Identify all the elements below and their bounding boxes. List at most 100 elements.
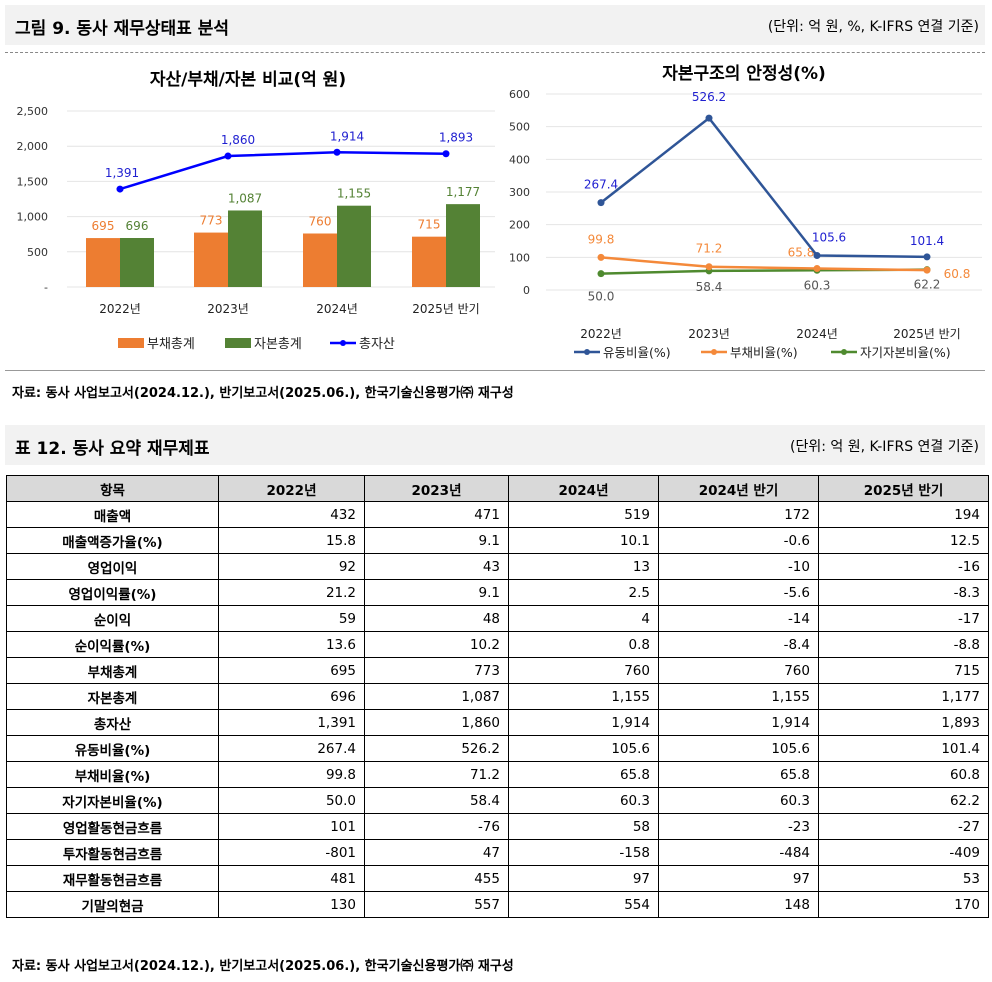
x-tick-label: 2024년 bbox=[796, 327, 838, 341]
table-row: 영업활동현금흐름 101 -76 58 -23 -27 bbox=[6, 813, 989, 840]
table-cell: 170 bbox=[818, 891, 989, 918]
table-row: 자본총계 696 1,087 1,155 1,155 1,177 bbox=[6, 683, 989, 710]
y-tick-label: 200 bbox=[509, 219, 530, 232]
y-tick-label: 400 bbox=[509, 153, 530, 166]
data-label: 99.8 bbox=[588, 232, 615, 246]
table-cell: 15.8 bbox=[218, 527, 365, 554]
table-cell: 105.6 bbox=[658, 735, 819, 762]
column-header: 2022년 bbox=[218, 475, 365, 502]
table-cell: 1,860 bbox=[364, 709, 509, 736]
data-label: 1,391 bbox=[105, 166, 139, 180]
bar-equity bbox=[228, 210, 262, 287]
row-label: 유동비율(%) bbox=[6, 735, 219, 762]
y-tick-label: 500 bbox=[27, 246, 48, 259]
chart-title: 자산/부채/자본 비교(억 원) bbox=[150, 70, 346, 90]
table-row: 기말의현금 130 557 554 148 170 bbox=[6, 891, 989, 918]
table-cell: 10.2 bbox=[364, 631, 509, 658]
row-label: 영업이익률(%) bbox=[6, 579, 219, 606]
row-label: 자본총계 bbox=[6, 683, 219, 710]
table-cell: 519 bbox=[508, 501, 659, 528]
data-label: 760 bbox=[309, 214, 332, 228]
data-label: 1,914 bbox=[330, 129, 364, 143]
y-tick-label: 2,000 bbox=[17, 140, 49, 153]
table-cell: 21.2 bbox=[218, 579, 365, 606]
table-cell: -17 bbox=[818, 605, 989, 632]
y-tick-label: 1,500 bbox=[17, 175, 49, 188]
table-cell: 92 bbox=[218, 553, 365, 580]
table-cell: 455 bbox=[364, 865, 509, 892]
table-cell: 62.2 bbox=[818, 787, 989, 814]
column-header: 2024년 bbox=[508, 475, 659, 502]
table-cell: 172 bbox=[658, 501, 819, 528]
row-label: 매출액 bbox=[6, 501, 219, 528]
row-label: 자기자본비율(%) bbox=[6, 787, 219, 814]
data-label: 1,860 bbox=[221, 133, 255, 147]
table-cell: 481 bbox=[218, 865, 365, 892]
table-cell: -158 bbox=[508, 839, 659, 866]
table-cell: 2.5 bbox=[508, 579, 659, 606]
row-label: 매출액증가율(%) bbox=[6, 527, 219, 554]
table-cell: 58.4 bbox=[364, 787, 509, 814]
table-row: 총자산 1,391 1,860 1,914 1,914 1,893 bbox=[6, 709, 989, 736]
table-row: 투자활동현금흐름 -801 47 -158 -484 -409 bbox=[6, 839, 989, 866]
data-point bbox=[597, 270, 605, 278]
series-line bbox=[600, 256, 928, 272]
table-cell: 99.8 bbox=[218, 761, 365, 788]
table-cell: 1,893 bbox=[818, 709, 989, 736]
data-label: 1,177 bbox=[446, 185, 480, 199]
data-point bbox=[224, 152, 232, 160]
table-cell: 1,155 bbox=[508, 683, 659, 710]
bar-liability bbox=[303, 233, 337, 287]
data-point bbox=[705, 263, 713, 271]
row-label: 순이익 bbox=[6, 605, 219, 632]
table-row: 순이익 59 48 4 -14 -17 bbox=[6, 605, 989, 632]
data-point bbox=[923, 266, 931, 274]
data-label: 1,155 bbox=[337, 187, 371, 201]
data-label: 773 bbox=[200, 214, 223, 228]
table-cell: 471 bbox=[364, 501, 509, 528]
data-label: 526.2 bbox=[692, 90, 726, 104]
table-row: 재무활동현금흐름 481 455 97 97 53 bbox=[6, 865, 989, 892]
table-cell: 1,177 bbox=[818, 683, 989, 710]
data-label: 62.2 bbox=[914, 278, 941, 292]
table-cell: 554 bbox=[508, 891, 659, 918]
y-tick-label: 300 bbox=[509, 186, 530, 199]
table-cell: 715 bbox=[818, 657, 989, 684]
row-label: 순이익률(%) bbox=[6, 631, 219, 658]
y-tick-label: 1,000 bbox=[17, 211, 49, 224]
legend-marker bbox=[340, 340, 346, 346]
capital-structure-chart: 자본구조의 안정성(%) 0 100 200 300 400 500 600 2022년 2023… bbox=[509, 64, 982, 360]
table-cell: -8.4 bbox=[658, 631, 819, 658]
column-header: 2024년 반기 bbox=[658, 475, 819, 502]
data-point bbox=[813, 252, 821, 260]
table-cell: -76 bbox=[364, 813, 509, 840]
table-cell: 526.2 bbox=[364, 735, 509, 762]
table-cell: 148 bbox=[658, 891, 819, 918]
bar-liability bbox=[86, 238, 120, 287]
x-tick-label: 2022년 bbox=[580, 327, 622, 341]
x-tick-label: 2022년 bbox=[99, 302, 141, 316]
row-label: 부채비율(%) bbox=[6, 761, 219, 788]
table-cell: 13.6 bbox=[218, 631, 365, 658]
legend-label: 자본총계 bbox=[254, 337, 302, 352]
figure-unit: (단위: 억 원, %, K-IFRS 연결 기준) bbox=[767, 19, 979, 35]
table-cell: 267.4 bbox=[218, 735, 365, 762]
table-cell: 194 bbox=[818, 501, 989, 528]
data-point bbox=[923, 253, 931, 261]
column-header: 2023년 bbox=[364, 475, 509, 502]
row-label: 재무활동현금흐름 bbox=[6, 865, 219, 892]
legend-swatch bbox=[118, 338, 144, 348]
table-cell: 97 bbox=[508, 865, 659, 892]
table-row: 유동비율(%) 267.4 526.2 105.6 105.6 101.4 bbox=[6, 735, 989, 762]
table-cell: 1,087 bbox=[364, 683, 509, 710]
table-cell: -8.8 bbox=[818, 631, 989, 658]
legend-label: 총자산 bbox=[359, 337, 395, 352]
table-cell: 105.6 bbox=[508, 735, 659, 762]
table-cell: 773 bbox=[364, 657, 509, 684]
data-label: 267.4 bbox=[584, 178, 618, 192]
y-tick-label: 0 bbox=[523, 284, 530, 297]
table-cell: 4 bbox=[508, 605, 659, 632]
table-source: 자료: 동사 사업보고서(2024.12.), 반기보고서(2025.06.),… bbox=[12, 959, 514, 974]
table-cell: 97 bbox=[658, 865, 819, 892]
x-tick-label: 2023년 bbox=[688, 327, 730, 341]
